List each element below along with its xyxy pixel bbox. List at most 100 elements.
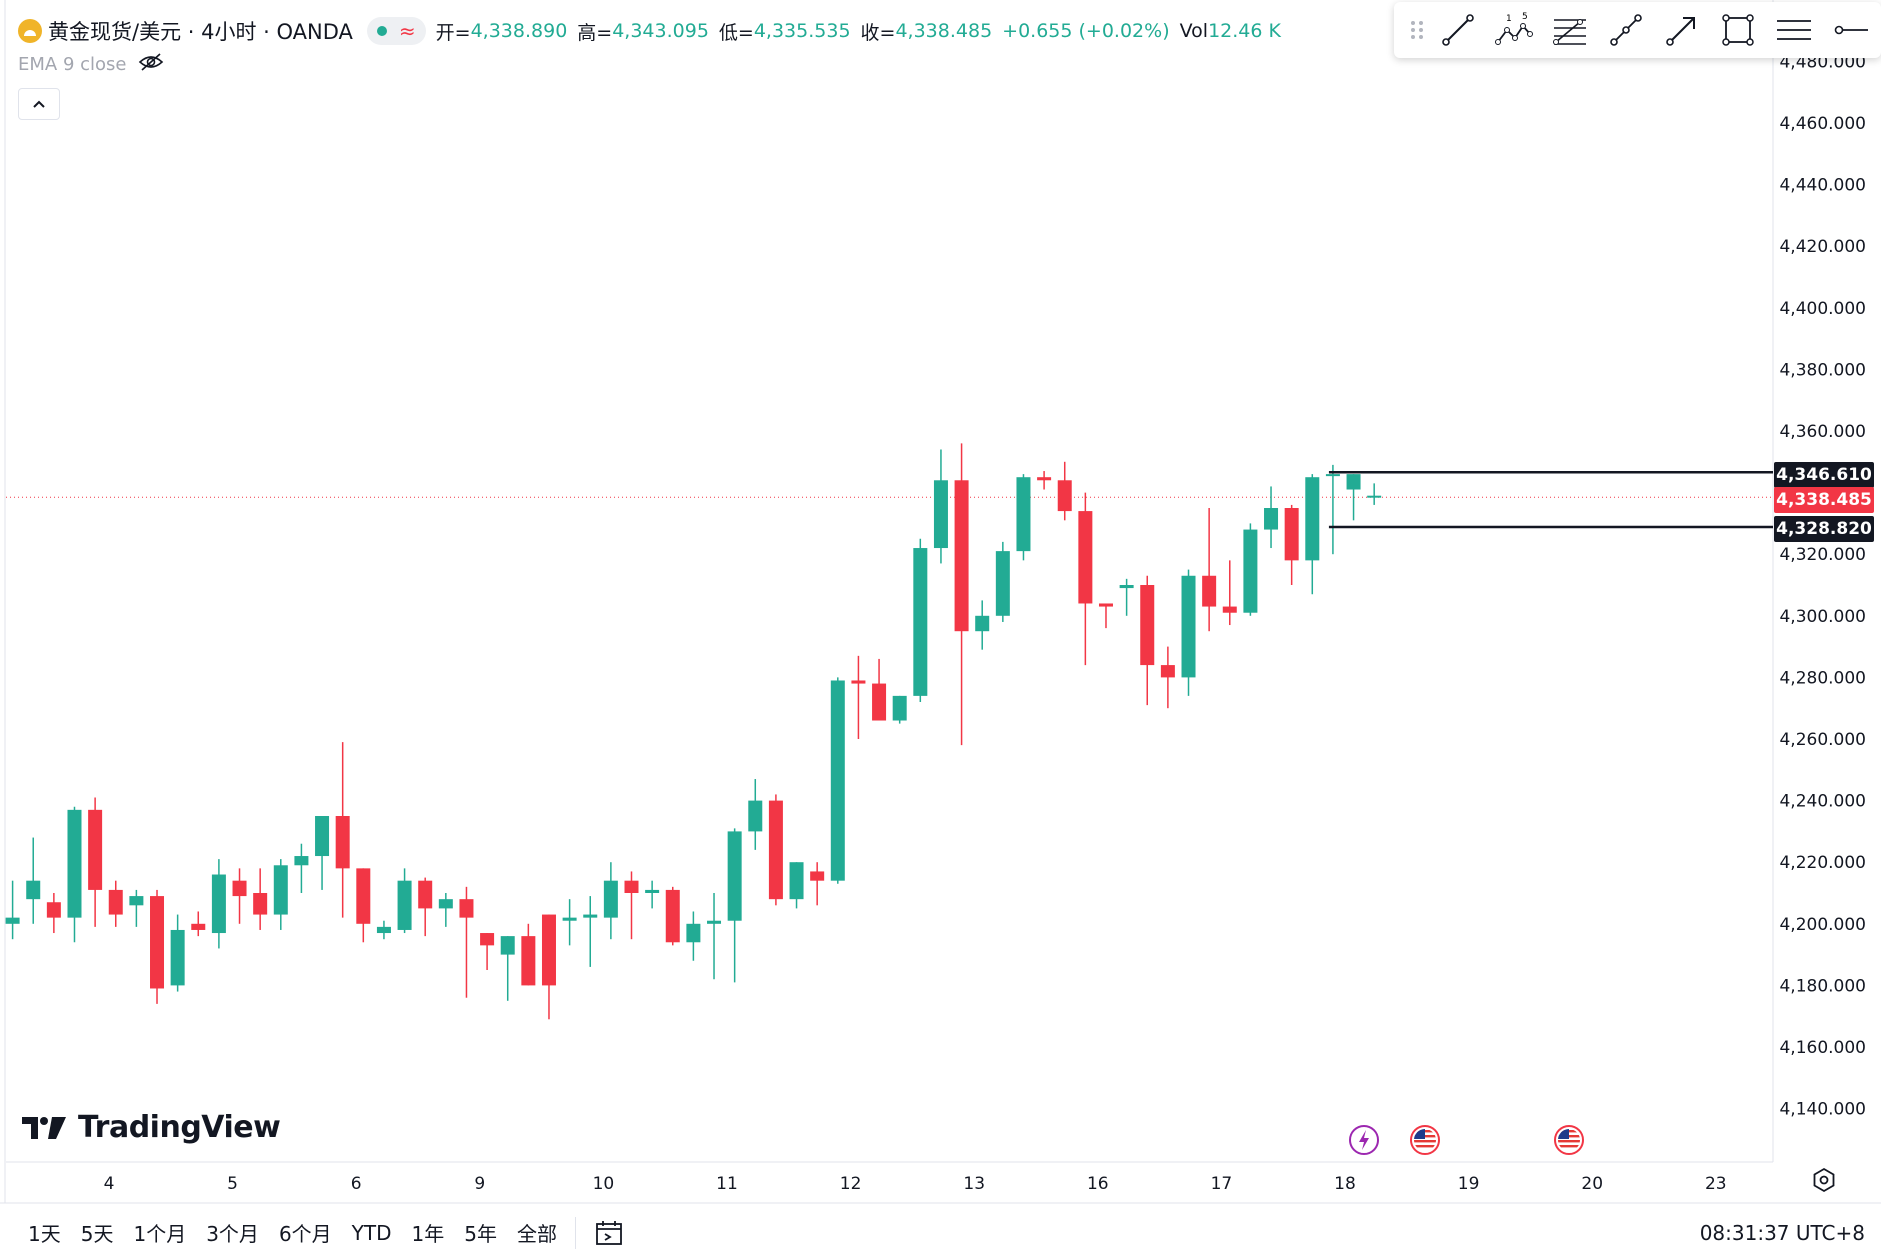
- candle-body: [315, 816, 330, 857]
- tradingview-logo[interactable]: TradingView: [22, 1110, 281, 1145]
- event-lightning-icon[interactable]: [1348, 1124, 1380, 1156]
- trend-line-tool[interactable]: [1430, 8, 1486, 52]
- y-tick-label: 4,360.000: [1779, 422, 1866, 442]
- market-status-pill[interactable]: ≈: [366, 17, 426, 45]
- range-button-5[interactable]: YTD: [351, 1220, 392, 1245]
- drag-handle-icon[interactable]: [1404, 15, 1430, 45]
- symbol-title[interactable]: 黄金现货/美元 · 4小时 · OANDA: [48, 20, 353, 44]
- eye-crossed-icon[interactable]: [138, 52, 164, 77]
- candle-body: [748, 800, 763, 832]
- candle-body: [1202, 575, 1217, 607]
- ema-label[interactable]: EMA 9 close: [18, 54, 127, 75]
- range-button-4[interactable]: 6个月: [278, 1222, 332, 1246]
- parallel-lines-tool[interactable]: [1766, 8, 1822, 52]
- candle-body: [954, 480, 969, 632]
- y-tick-label: 4,260.000: [1779, 730, 1866, 750]
- delayed-data-icon: ≈: [398, 19, 416, 43]
- path-tool[interactable]: [1598, 8, 1654, 52]
- x-tick-label: 11: [716, 1174, 738, 1194]
- market-open-dot-icon: [376, 26, 387, 36]
- range-button-7[interactable]: 5年: [464, 1222, 497, 1246]
- candle-body: [933, 480, 948, 549]
- x-tick-label: 13: [963, 1174, 985, 1194]
- candle-body: [211, 874, 226, 934]
- range-button-2[interactable]: 1个月: [133, 1222, 187, 1246]
- low-key: 低=: [718, 21, 754, 44]
- divider: [574, 1216, 576, 1249]
- candle-body: [1160, 665, 1175, 678]
- x-tick-label: 18: [1334, 1174, 1356, 1194]
- candle-body: [170, 929, 185, 986]
- clock-timezone[interactable]: 08:31:37 UTC+8: [1699, 1220, 1865, 1245]
- y-tick-label: 4,380.000: [1779, 360, 1866, 380]
- candle-body: [1222, 606, 1237, 613]
- candle-body: [273, 865, 288, 915]
- candle-body: [418, 880, 433, 909]
- arrow-tool[interactable]: [1654, 8, 1710, 52]
- close-value: 4,338.485: [895, 20, 993, 42]
- x-tick-label: 4: [104, 1174, 115, 1194]
- candle-body: [521, 936, 536, 986]
- x-tick-label: 16: [1087, 1174, 1109, 1194]
- range-button-0[interactable]: 1天: [28, 1222, 61, 1246]
- candle-body: [1325, 474, 1340, 477]
- candle-body: [1305, 477, 1320, 561]
- candle-body: [356, 868, 371, 924]
- y-tick-label: 4,140.000: [1779, 1100, 1866, 1120]
- candle-body: [294, 856, 309, 866]
- candle-body: [562, 917, 577, 921]
- candle-body: [253, 893, 268, 915]
- y-tick-label: 4,300.000: [1779, 607, 1866, 627]
- candle-body: [129, 896, 144, 906]
- range-button-1[interactable]: 5天: [80, 1222, 114, 1246]
- horizontal-ray-tool[interactable]: [1822, 8, 1878, 52]
- rectangle-tool[interactable]: [1710, 8, 1766, 52]
- x-tick-label: 6: [351, 1174, 362, 1194]
- tradingview-mark-icon: [22, 1116, 66, 1139]
- range-low-price-tag: 4,328.820: [1774, 516, 1874, 542]
- candle-body: [583, 914, 598, 918]
- candle-body: [1078, 511, 1093, 604]
- chart-settings-gear-icon[interactable]: [1810, 1166, 1838, 1194]
- indicator-legend: EMA 9 close: [18, 52, 164, 77]
- range-button-6[interactable]: 1年: [411, 1222, 445, 1246]
- candle-body: [1346, 474, 1361, 490]
- candle-body: [459, 899, 474, 918]
- candle-body: [872, 683, 887, 721]
- x-tick-label: 5: [227, 1174, 238, 1194]
- candle-body: [480, 933, 495, 946]
- goto-date-button[interactable]: [584, 1215, 634, 1251]
- us-flag-event-icon-2[interactable]: [1553, 1124, 1585, 1156]
- candle-body: [830, 680, 845, 881]
- candle-body: [1037, 477, 1052, 481]
- high-value: 4,343.095: [612, 20, 709, 42]
- trend-line-icon: [1442, 14, 1474, 46]
- candle-body: [1098, 603, 1113, 607]
- range-button-8[interactable]: 全部: [516, 1222, 557, 1246]
- candle-body: [191, 923, 206, 930]
- candle-body: [789, 862, 804, 900]
- candle-body: [541, 914, 556, 986]
- candle-body: [624, 880, 639, 893]
- us-flag-event-icon[interactable]: [1409, 1124, 1441, 1156]
- candle-body: [67, 809, 82, 918]
- range-high-price-tag: 4,346.610: [1774, 462, 1874, 488]
- low-value: 4,335.535: [753, 20, 851, 42]
- collapse-legend-button[interactable]: [18, 88, 60, 120]
- fib-retracement-tool[interactable]: [1542, 8, 1598, 52]
- y-tick-label: 4,280.000: [1779, 668, 1866, 688]
- arrow-icon: [1666, 17, 1695, 46]
- candle-body: [5, 917, 20, 924]
- y-tick-label: 4,460.000: [1779, 114, 1866, 134]
- candle-body: [1140, 585, 1155, 666]
- candle-body: [1264, 508, 1279, 530]
- range-button-3[interactable]: 3个月: [206, 1222, 259, 1246]
- symbol-legend: 黄金现货/美元 · 4小时 · OANDA ≈ 开= 4,338.890 高= 4,…: [18, 14, 1291, 48]
- candle-body: [1057, 480, 1072, 512]
- path-icon: [1610, 14, 1642, 46]
- candle-body: [707, 920, 722, 924]
- calendar-goto-icon: [596, 1220, 622, 1245]
